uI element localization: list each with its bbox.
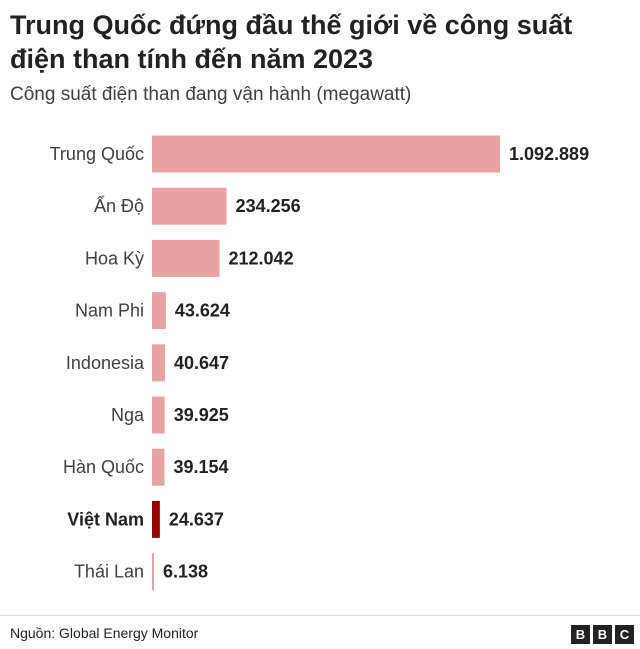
category-label: Hàn Quốc [63,457,144,477]
value-label: 1.092.889 [509,144,589,164]
value-label: 39.154 [173,457,228,477]
bar [152,135,500,173]
bar [152,292,166,330]
bar-chart: Trung Quốc 1.092.889 Ấn Độ 234.256 Hoa Kỳ 212… [50,135,589,591]
chart-subtitle: Công suất điện than đang vận hành (megaw… [10,84,412,105]
value-label: 40.647 [174,353,229,373]
bbc-logo-letter-1: B [571,625,590,644]
value-label: 6.138 [163,562,208,582]
category-label: Trung Quốc [50,144,144,164]
category-label: Thái Lan [74,562,144,582]
bbc-logo: B B C [571,625,634,644]
bar [152,448,165,486]
source-note: Nguồn: Global Energy Monitor [10,625,199,641]
category-label: Việt Nam [67,509,144,529]
category-label: Ấn Độ [94,195,144,216]
category-label: Nga [111,405,145,425]
category-label: Indonesia [66,353,145,373]
bar [152,500,160,538]
value-label: 24.637 [169,509,224,529]
bbc-logo-letter-3: C [615,625,634,644]
bar [152,396,165,434]
bar [152,187,227,225]
value-label: 43.624 [175,301,230,321]
bbc-logo-letter-2: B [593,625,612,644]
bar [152,553,154,591]
bar [152,344,165,382]
category-label: Hoa Kỳ [85,248,144,268]
value-label: 39.925 [174,405,229,425]
value-label: 212.042 [229,248,294,268]
chart-title: Trung Quốc đứng đầu thế giới về công suấ… [10,10,573,74]
bar [152,239,220,277]
category-label: Nam Phi [75,301,144,321]
footer-divider [0,615,640,616]
value-label: 234.256 [236,196,301,216]
